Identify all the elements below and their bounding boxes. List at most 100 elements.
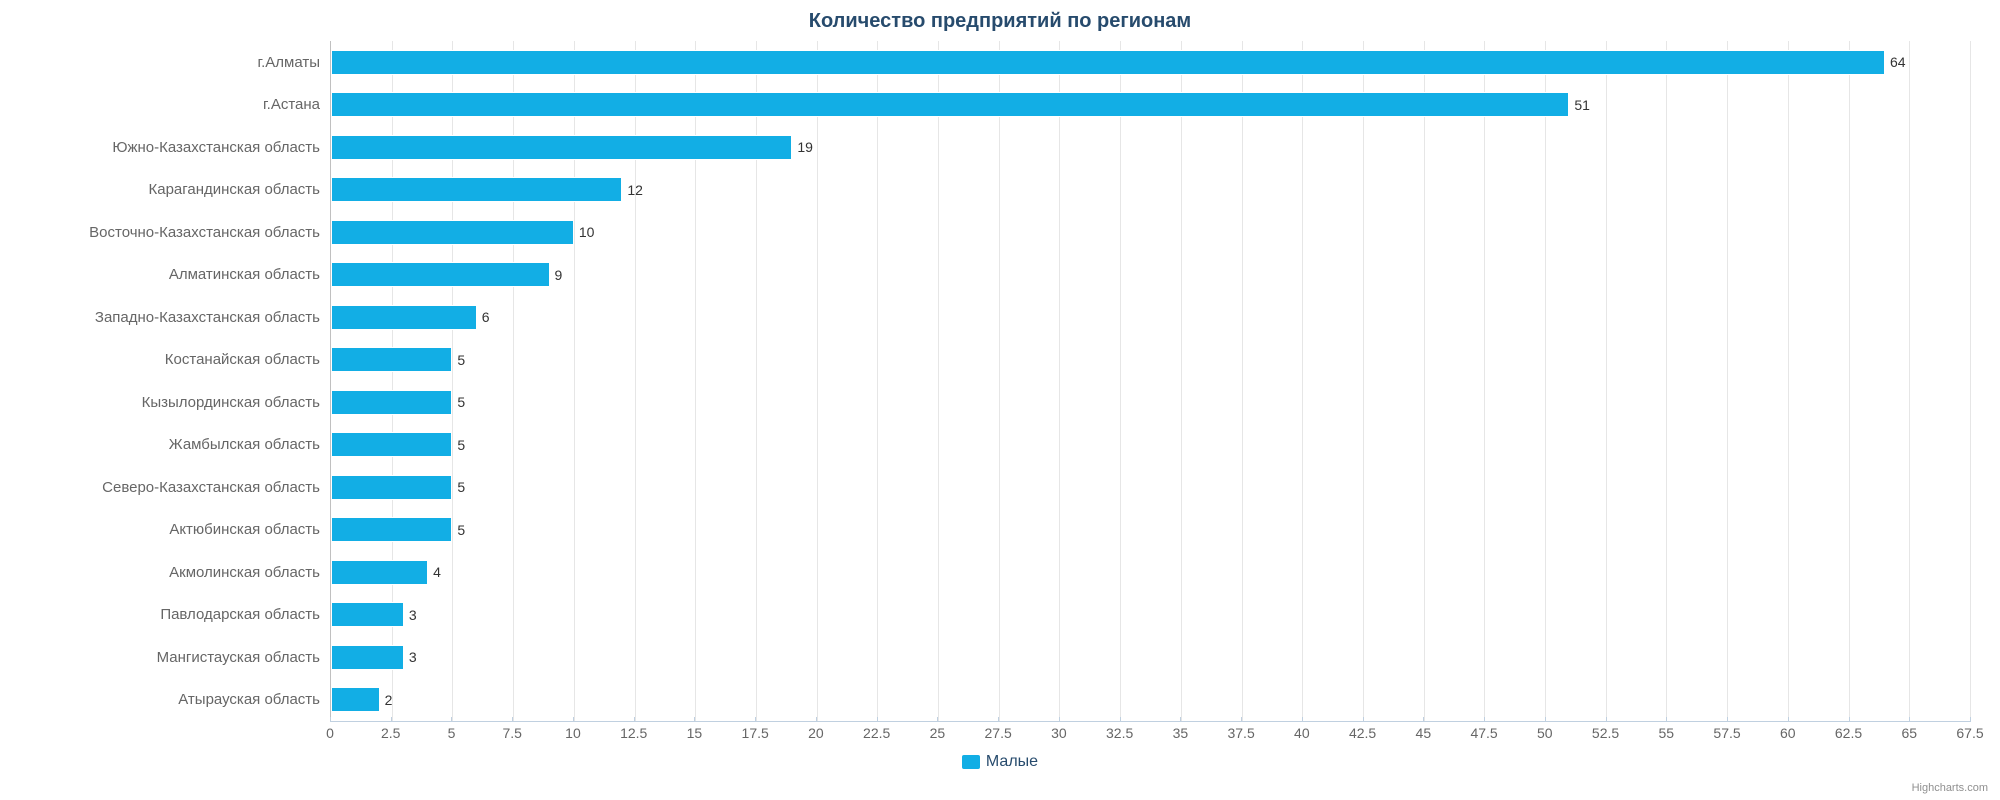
bar[interactable]: 5 — [331, 347, 452, 372]
x-tick-label: 57.5 — [1713, 725, 1740, 741]
bar-row: 5 — [331, 381, 1970, 424]
bar[interactable]: 5 — [331, 517, 452, 542]
x-tick-label: 0 — [326, 725, 334, 741]
bar-row: 4 — [331, 551, 1970, 594]
bar-row: 9 — [331, 254, 1970, 297]
bar-value-label: 3 — [409, 649, 417, 665]
bar-row: 6 — [331, 296, 1970, 339]
y-axis-label: Мангистауская область — [10, 636, 330, 679]
bar[interactable]: 2 — [331, 687, 380, 712]
y-axis-label: Западно-Казахстанская область — [10, 296, 330, 339]
bar-value-label: 10 — [579, 224, 595, 240]
bar-value-label: 19 — [797, 139, 813, 155]
y-axis-label: Актюбинская область — [10, 509, 330, 552]
x-tick-mark — [998, 717, 999, 722]
legend-swatch — [962, 755, 980, 769]
x-tick-label: 40 — [1294, 725, 1310, 741]
x-tick-label: 15 — [687, 725, 703, 741]
gridline — [1970, 41, 1971, 721]
bar[interactable]: 5 — [331, 475, 452, 500]
bar[interactable]: 10 — [331, 220, 574, 245]
x-tick-mark — [1302, 717, 1303, 722]
bar[interactable]: 5 — [331, 390, 452, 415]
y-axis-label: г.Алматы — [10, 41, 330, 84]
bar[interactable]: 19 — [331, 135, 792, 160]
x-tick-mark — [451, 717, 452, 722]
bar[interactable]: 12 — [331, 177, 622, 202]
bar[interactable]: 4 — [331, 560, 428, 585]
bar-row: 51 — [331, 84, 1970, 127]
plot-area: 645119121096555554332 — [330, 41, 1970, 721]
x-tick-mark — [573, 717, 574, 722]
x-tick-label: 12.5 — [620, 725, 647, 741]
x-tick-label: 37.5 — [1227, 725, 1254, 741]
x-tick-label: 50 — [1537, 725, 1553, 741]
x-tick-label: 62.5 — [1835, 725, 1862, 741]
legend-label: Малые — [986, 753, 1038, 771]
bar[interactable]: 3 — [331, 645, 404, 670]
x-tick-label: 42.5 — [1349, 725, 1376, 741]
x-tick-label: 32.5 — [1106, 725, 1133, 741]
y-axis-label: Кызылординская область — [10, 381, 330, 424]
y-axis-label: Акмолинская область — [10, 551, 330, 594]
bar-value-label: 12 — [627, 182, 643, 198]
bar-row: 19 — [331, 126, 1970, 169]
x-tick-mark — [755, 717, 756, 722]
chart-container: Количество предприятий по регионам г.Алм… — [0, 0, 2000, 800]
bar[interactable]: 5 — [331, 432, 452, 457]
x-axis: 02.557.51012.51517.52022.52527.53032.535… — [330, 721, 1970, 743]
x-tick-label: 22.5 — [863, 725, 890, 741]
y-axis-label: Костанайская область — [10, 339, 330, 382]
bar[interactable]: 51 — [331, 92, 1569, 117]
x-tick-mark — [1180, 717, 1181, 722]
x-tick-label: 2.5 — [381, 725, 400, 741]
bar-value-label: 5 — [457, 479, 465, 495]
bar[interactable]: 64 — [331, 50, 1885, 75]
x-tick-mark — [1363, 717, 1364, 722]
x-tick-mark — [877, 717, 878, 722]
x-tick-mark — [330, 717, 331, 722]
bar-value-label: 3 — [409, 607, 417, 623]
bar-row: 5 — [331, 466, 1970, 509]
bar-value-label: 64 — [1890, 54, 1906, 70]
bar[interactable]: 9 — [331, 262, 550, 287]
y-axis-label: Карагандинская область — [10, 169, 330, 212]
x-tick-mark — [1423, 717, 1424, 722]
x-tick-mark — [1909, 717, 1910, 722]
y-axis-label: Восточно-Казахстанская область — [10, 211, 330, 254]
bar-value-label: 6 — [482, 309, 490, 325]
x-tick-mark — [816, 717, 817, 722]
x-tick-label: 35 — [1173, 725, 1189, 741]
x-tick-mark — [1970, 717, 1971, 722]
y-axis-label: Атырауская область — [10, 679, 330, 722]
legend-item[interactable]: Малые — [962, 753, 1038, 771]
bar-value-label: 9 — [555, 267, 563, 283]
x-tick-label: 30 — [1051, 725, 1067, 741]
y-axis-label: Северо-Казахстанская область — [10, 466, 330, 509]
bar-value-label: 5 — [457, 352, 465, 368]
bar-row: 3 — [331, 594, 1970, 637]
x-tick-mark — [1666, 717, 1667, 722]
bar-value-label: 2 — [385, 692, 393, 708]
bar[interactable]: 6 — [331, 305, 477, 330]
x-tick-label: 17.5 — [742, 725, 769, 741]
plot-wrapper: г.Алматыг.АстанаЮжно-Казахстанская облас… — [10, 41, 1990, 721]
y-axis-labels: г.Алматыг.АстанаЮжно-Казахстанская облас… — [10, 41, 330, 721]
bar-row: 5 — [331, 509, 1970, 552]
x-tick-label: 67.5 — [1956, 725, 1983, 741]
y-axis-label: Павлодарская область — [10, 594, 330, 637]
legend: Малые — [10, 753, 1990, 774]
bar-row: 64 — [331, 41, 1970, 84]
x-tick-label: 20 — [808, 725, 824, 741]
bar-value-label: 5 — [457, 394, 465, 410]
bar-value-label: 5 — [457, 522, 465, 538]
bar-row: 5 — [331, 424, 1970, 467]
credits-link[interactable]: Highcharts.com — [1912, 782, 1988, 794]
x-tick-mark — [1727, 717, 1728, 722]
chart-title: Количество предприятий по регионам — [10, 10, 1990, 33]
x-tick-label: 60 — [1780, 725, 1796, 741]
x-tick-label: 10 — [565, 725, 581, 741]
x-tick-mark — [1606, 717, 1607, 722]
bar-row: 10 — [331, 211, 1970, 254]
bar[interactable]: 3 — [331, 602, 404, 627]
